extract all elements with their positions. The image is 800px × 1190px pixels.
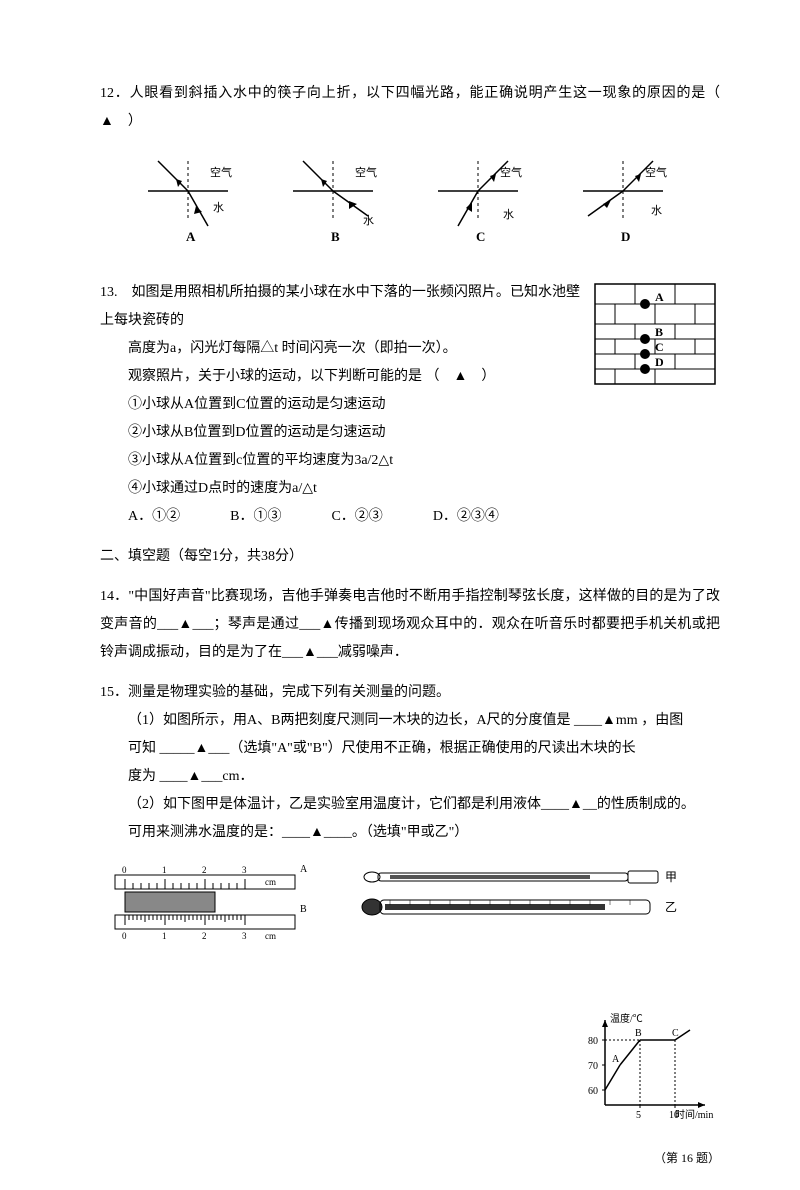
q13-item2: ②小球从B位置到D位置的运动是匀速运动 — [100, 419, 720, 447]
svg-text:2: 2 — [202, 865, 207, 875]
svg-text:A: A — [300, 864, 308, 875]
svg-text:A: A — [186, 229, 196, 244]
thermometer-diagram: 甲 乙 — [360, 857, 680, 948]
svg-text:5: 5 — [636, 1110, 641, 1121]
refraction-diagram-d: 空气 水 D — [573, 146, 683, 257]
svg-text:3: 3 — [242, 865, 247, 875]
refraction-diagram-a: 空气 水 A — [138, 146, 248, 257]
q12-body: 人眼看到斜插入水中的筷子向上折，以下四幅光路，能正确说明产生这一现象的原因的是（… — [100, 86, 734, 129]
q13-opt-d: D．②③④ — [433, 503, 499, 531]
q14-number: 14． — [100, 589, 128, 604]
tile-wall-diagram: A B C D — [590, 279, 720, 400]
svg-text:A: A — [655, 290, 664, 304]
svg-text:D: D — [621, 229, 630, 244]
svg-text:70: 70 — [588, 1061, 598, 1072]
svg-text:B: B — [300, 904, 307, 915]
svg-text:B: B — [655, 325, 663, 339]
svg-text:cm: cm — [265, 931, 276, 941]
svg-text:C: C — [655, 340, 664, 354]
svg-text:C: C — [672, 1028, 679, 1039]
q13-options: A．①② B．①③ C．②③ D．②③④ — [100, 503, 720, 531]
svg-text:B: B — [331, 229, 340, 244]
svg-text:A: A — [612, 1054, 620, 1065]
q15-p2a: （2）如下图甲是体温计，乙是实验室用温度计，它们都是利用液体____▲__的性质… — [100, 791, 720, 819]
svg-text:甲: 甲 — [665, 870, 677, 884]
svg-text:温度/℃: 温度/℃ — [610, 1012, 643, 1025]
svg-text:10: 10 — [669, 1110, 679, 1121]
svg-text:水: 水 — [213, 201, 224, 214]
ruler-diagram: A 0123 cm B 0123 c — [100, 857, 320, 968]
svg-text:cm: cm — [265, 877, 276, 887]
q15-p1a: （1）如图所示，用A、B两把刻度尺测同一木块的边长，A尺的分度值是 ____▲m… — [100, 707, 720, 735]
svg-text:水: 水 — [363, 214, 374, 227]
svg-text:空气: 空气 — [500, 165, 522, 179]
refraction-diagram-b: 空气 水 B — [283, 146, 393, 257]
svg-text:乙: 乙 — [665, 900, 677, 914]
q13-item3: ③小球从A位置到c位置的平均速度为3a/2△t — [100, 447, 720, 475]
svg-text:水: 水 — [503, 208, 514, 221]
question-12: 12．人眼看到斜插入水中的筷子向上折，以下四幅光路，能正确说明产生这一现象的原因… — [100, 80, 720, 267]
svg-text:0: 0 — [122, 865, 127, 875]
q15-intro: 15．测量是物理实验的基础，完成下列有关测量的问题。 — [100, 679, 720, 707]
q14-body: "中国好声音"比赛现场，吉他手弹奏电吉他时不断用手指控制琴弦长度，这样做的目的是… — [100, 589, 720, 660]
svg-text:B: B — [635, 1028, 642, 1039]
measurement-diagrams: A 0123 cm B 0123 c — [100, 857, 720, 968]
svg-text:1: 1 — [162, 931, 167, 941]
svg-text:80: 80 — [588, 1036, 598, 1047]
question-15: 15．测量是物理实验的基础，完成下列有关测量的问题。 （1）如图所示，用A、B两… — [100, 679, 720, 968]
question-14: 14．"中国好声音"比赛现场，吉他手弹奏电吉他时不断用手指控制琴弦长度，这样做的… — [100, 583, 720, 667]
q13-item4: ④小球通过D点时的速度为a/△t — [100, 475, 720, 503]
section-2-header: 二、填空题（每空1分，共38分） — [100, 543, 720, 571]
svg-text:时间/min: 时间/min — [675, 1108, 713, 1121]
q14-text: 14．"中国好声音"比赛现场，吉他手弹奏电吉他时不断用手指控制琴弦长度，这样做的… — [100, 583, 720, 667]
svg-text:2: 2 — [202, 931, 207, 941]
q13-opt-b: B．①③ — [230, 503, 281, 531]
q12-text: 12．人眼看到斜插入水中的筷子向上折，以下四幅光路，能正确说明产生这一现象的原因… — [100, 80, 720, 136]
svg-text:60: 60 — [588, 1086, 598, 1097]
svg-text:水: 水 — [651, 204, 662, 217]
svg-text:空气: 空气 — [355, 165, 377, 179]
q16-graph: 温度/℃ 时间/min 60 70 80 5 10 A B C （第 16 题） — [580, 1010, 720, 1170]
question-13: A B C D 13. 如图是用照相机所拍摄的某小球在水中下落的一张频闪照片。已… — [100, 279, 720, 531]
q13-opt-c: C．②③ — [331, 503, 382, 531]
q12-number: 12． — [100, 86, 130, 101]
refraction-diagram-c: 空气 水 C — [428, 146, 538, 257]
svg-text:空气: 空气 — [645, 165, 667, 179]
q15-number: 15． — [100, 685, 128, 700]
q15-p1b: 可知 _____▲___（选填"A"或"B"）尺使用不正确，根据正确使用的尺读出… — [100, 735, 720, 763]
q13-number: 13. — [100, 285, 118, 300]
svg-text:0: 0 — [122, 931, 127, 941]
svg-text:C: C — [476, 229, 485, 244]
svg-text:空气: 空气 — [210, 165, 232, 179]
q16-caption: （第 16 题） — [580, 1146, 720, 1170]
q12-diagrams: 空气 水 A 空气 水 B — [100, 136, 720, 267]
q15-p1c: 度为 ____▲___cm． — [100, 763, 720, 791]
q13-opt-a: A．①② — [128, 503, 180, 531]
svg-text:1: 1 — [162, 865, 167, 875]
q15-p2b: 可用来测沸水温度的是：____▲____。（选填"甲或乙"） — [100, 819, 720, 847]
svg-text:D: D — [655, 355, 664, 369]
svg-text:3: 3 — [242, 931, 247, 941]
